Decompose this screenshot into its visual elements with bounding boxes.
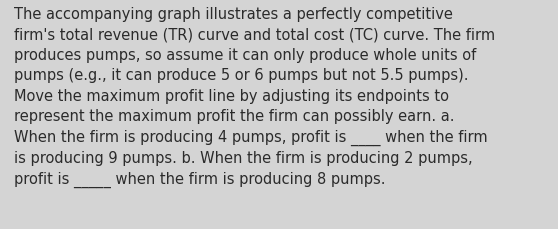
- Text: The accompanying graph illustrates a perfectly competitive
firm's total revenue : The accompanying graph illustrates a per…: [14, 7, 495, 187]
